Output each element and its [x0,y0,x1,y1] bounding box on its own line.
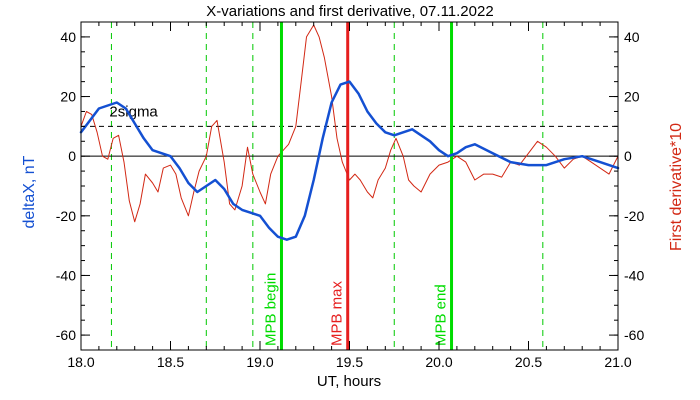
y-tick-label-left-2: -20 [56,208,76,224]
event-marker-label-0: MPB begin [262,273,279,346]
x-tick-label-0: 18.0 [67,354,94,370]
series-line-derivative [80,24,619,223]
y-axis-label-right: First derivative*10 [668,123,685,251]
x-tick-label-1: 18.5 [157,354,184,370]
y-tick-label-left-1: -40 [56,267,76,283]
x-tick-label-5: 20.5 [515,354,542,370]
x-tick-label-2: 19.0 [246,354,273,370]
y-tick-label-right-3: 0 [624,148,632,164]
x-tick-label-4: 20.0 [425,354,452,370]
y-tick-label-left-3: 0 [68,148,76,164]
y-tick-label-right-2: -20 [624,208,644,224]
event-marker-label-2: MPB end [433,284,450,346]
chart-title: X-variations and first derivative, 07.11… [206,3,493,20]
x-tick-label-6: 21.0 [604,354,631,370]
y-axis-label-left: deltaX, nT [21,155,38,228]
y-tick-label-right-0: -60 [624,327,644,343]
event-marker-label-1: MPB max [329,280,346,346]
threshold-label: 2sigma [109,103,158,120]
y-tick-label-right-1: -40 [624,267,644,283]
plot-frame [80,21,619,351]
y-tick-label-left-5: 40 [60,29,76,45]
y-tick-label-left-4: 20 [60,89,76,105]
x-tick-label-3: 19.5 [336,354,363,370]
plot-area: 2sigma MPB begin MPB max MPB end 18.0 18.5 19.… [56,21,644,370]
x-axis-label: UT, hours [317,373,381,390]
series-line-deltaX [79,80,620,241]
y-tick-label-left-0: -60 [56,327,76,343]
y-tick-label-right-5: 40 [624,29,640,45]
y-tick-label-right-4: 20 [624,89,640,105]
